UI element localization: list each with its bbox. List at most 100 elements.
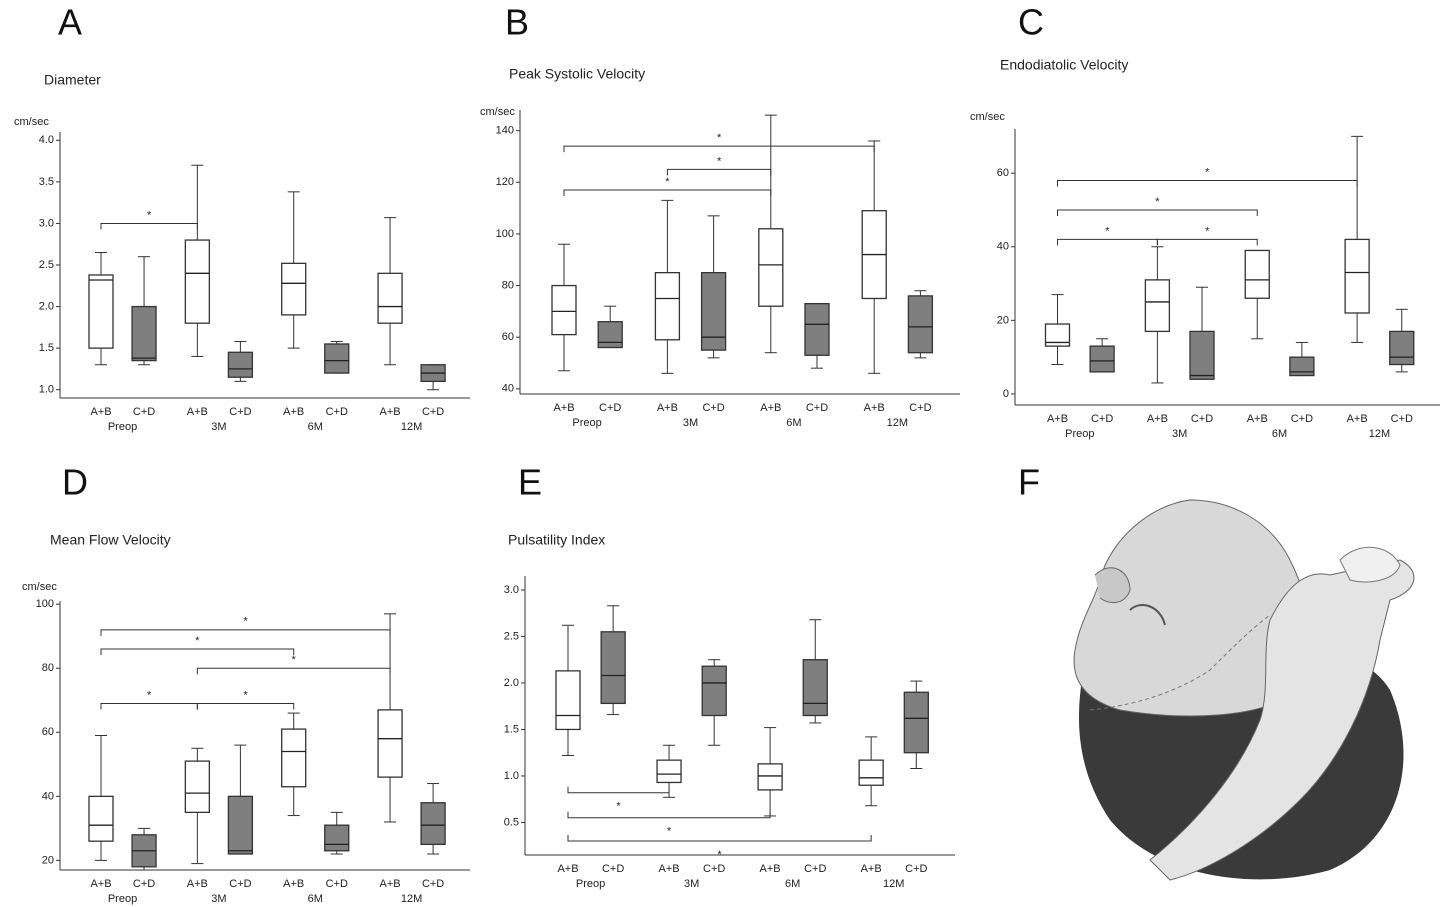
y-tick-label: 40: [502, 383, 514, 395]
box: [377, 272, 403, 324]
significance-star: *: [717, 849, 722, 861]
group-label: Preop: [1065, 428, 1094, 440]
y-tick-label: 40: [997, 241, 1009, 253]
significance-star: *: [616, 801, 621, 813]
box: [654, 272, 681, 341]
significance-bracket: [567, 835, 872, 842]
box: [757, 763, 783, 791]
y-tick-label: 3.0: [504, 584, 519, 596]
significance-bracket: [563, 145, 875, 153]
x-tick-label: C+D: [1291, 413, 1313, 425]
box: [700, 272, 727, 351]
y-tick-label: 1.0: [39, 384, 54, 396]
x-tick-label: A+B: [379, 878, 400, 890]
group-label: 12M: [883, 878, 904, 890]
x-tick-label: A+B: [861, 863, 882, 875]
box: [597, 321, 623, 349]
y-tick-label: 2.0: [504, 677, 519, 689]
y-tick-label: 20: [997, 314, 1009, 326]
group-label: 3M: [211, 421, 226, 433]
group-label: 12M: [887, 417, 908, 429]
panel-letter: A: [58, 2, 82, 43]
significance-bracket: [1057, 180, 1358, 187]
y-tick-label: 3.5: [39, 176, 54, 188]
y-tick-label: 0.5: [504, 816, 519, 828]
y-tick-label: 80: [502, 279, 514, 291]
group-label: 6M: [785, 878, 800, 890]
panel-letter: B: [505, 2, 529, 43]
group-label: 12M: [401, 421, 422, 433]
x-tick-label: A+B: [379, 406, 400, 418]
panel-letter: F: [1018, 462, 1040, 503]
significance-bracket: [100, 222, 198, 230]
probe: [1339, 546, 1401, 583]
y-tick-label: 0: [1003, 388, 1009, 400]
y-tick-label: 60: [997, 167, 1009, 179]
box: [701, 665, 727, 717]
significance-star: *: [1205, 225, 1210, 237]
significance-bracket: [563, 189, 772, 197]
box: [802, 659, 828, 717]
group-label: Preop: [108, 421, 137, 433]
box: [1189, 330, 1215, 380]
box: [1144, 279, 1171, 333]
chart-title: Pulsatility Index: [508, 532, 605, 548]
y-tick-label: 2.5: [39, 259, 54, 271]
panel-letter: C: [1018, 2, 1044, 43]
significance-bracket: [100, 648, 295, 656]
x-tick-label: C+D: [133, 878, 155, 890]
y-tick-label: 40: [42, 790, 54, 802]
box: [281, 262, 307, 316]
group-label: 12M: [401, 893, 422, 905]
x-tick-label: C+D: [326, 878, 348, 890]
significance-bracket: [100, 629, 391, 636]
group-label: Preop: [572, 417, 601, 429]
x-tick-label: C+D: [326, 406, 348, 418]
significance-bracket: [1057, 238, 1158, 246]
x-tick-label: C+D: [905, 863, 927, 875]
y-unit: cm/sec: [480, 106, 515, 118]
x-tick-label: C+D: [702, 402, 724, 414]
x-tick-label: C+D: [602, 863, 624, 875]
significance-star: *: [292, 654, 297, 666]
box: [1389, 330, 1415, 366]
x-tick-label: A+B: [657, 402, 678, 414]
chart-title: Diameter: [44, 72, 101, 88]
y-tick-label: 100: [496, 228, 514, 240]
illustration: F: [1018, 462, 1415, 881]
x-tick-label: C+D: [703, 863, 725, 875]
x-tick-label: A+B: [283, 878, 304, 890]
x-tick-label: C+D: [229, 406, 251, 418]
box: [1089, 345, 1115, 373]
panel-letter: D: [62, 462, 88, 503]
significance-star: *: [1205, 166, 1210, 178]
y-tick-label: 2.0: [39, 300, 54, 312]
group-label: 6M: [1272, 428, 1287, 440]
significance-star: *: [717, 155, 722, 167]
group-label: 6M: [786, 417, 801, 429]
x-tick-label: C+D: [229, 878, 251, 890]
box: [600, 631, 626, 705]
significance-star: *: [147, 689, 152, 701]
x-tick-label: A+B: [90, 878, 111, 890]
x-tick-label: A+B: [760, 863, 781, 875]
significance-star: *: [1155, 196, 1160, 208]
x-tick-label: A+B: [90, 406, 111, 418]
y-unit: cm/sec: [14, 116, 49, 128]
box: [184, 239, 211, 324]
y-unit: cm/sec: [970, 111, 1005, 123]
significance-star: *: [243, 616, 248, 628]
box: [858, 759, 884, 786]
box: [1044, 323, 1071, 347]
x-tick-label: C+D: [599, 402, 621, 414]
x-tick-label: A+B: [187, 878, 208, 890]
y-tick-label: 1.0: [504, 770, 519, 782]
x-tick-label: A+B: [557, 863, 578, 875]
box: [88, 274, 114, 349]
significance-star: *: [665, 176, 670, 188]
vessel: [1089, 614, 1271, 711]
x-tick-label: C+D: [133, 406, 155, 418]
box: [227, 351, 254, 378]
x-tick-label: C+D: [422, 406, 444, 418]
